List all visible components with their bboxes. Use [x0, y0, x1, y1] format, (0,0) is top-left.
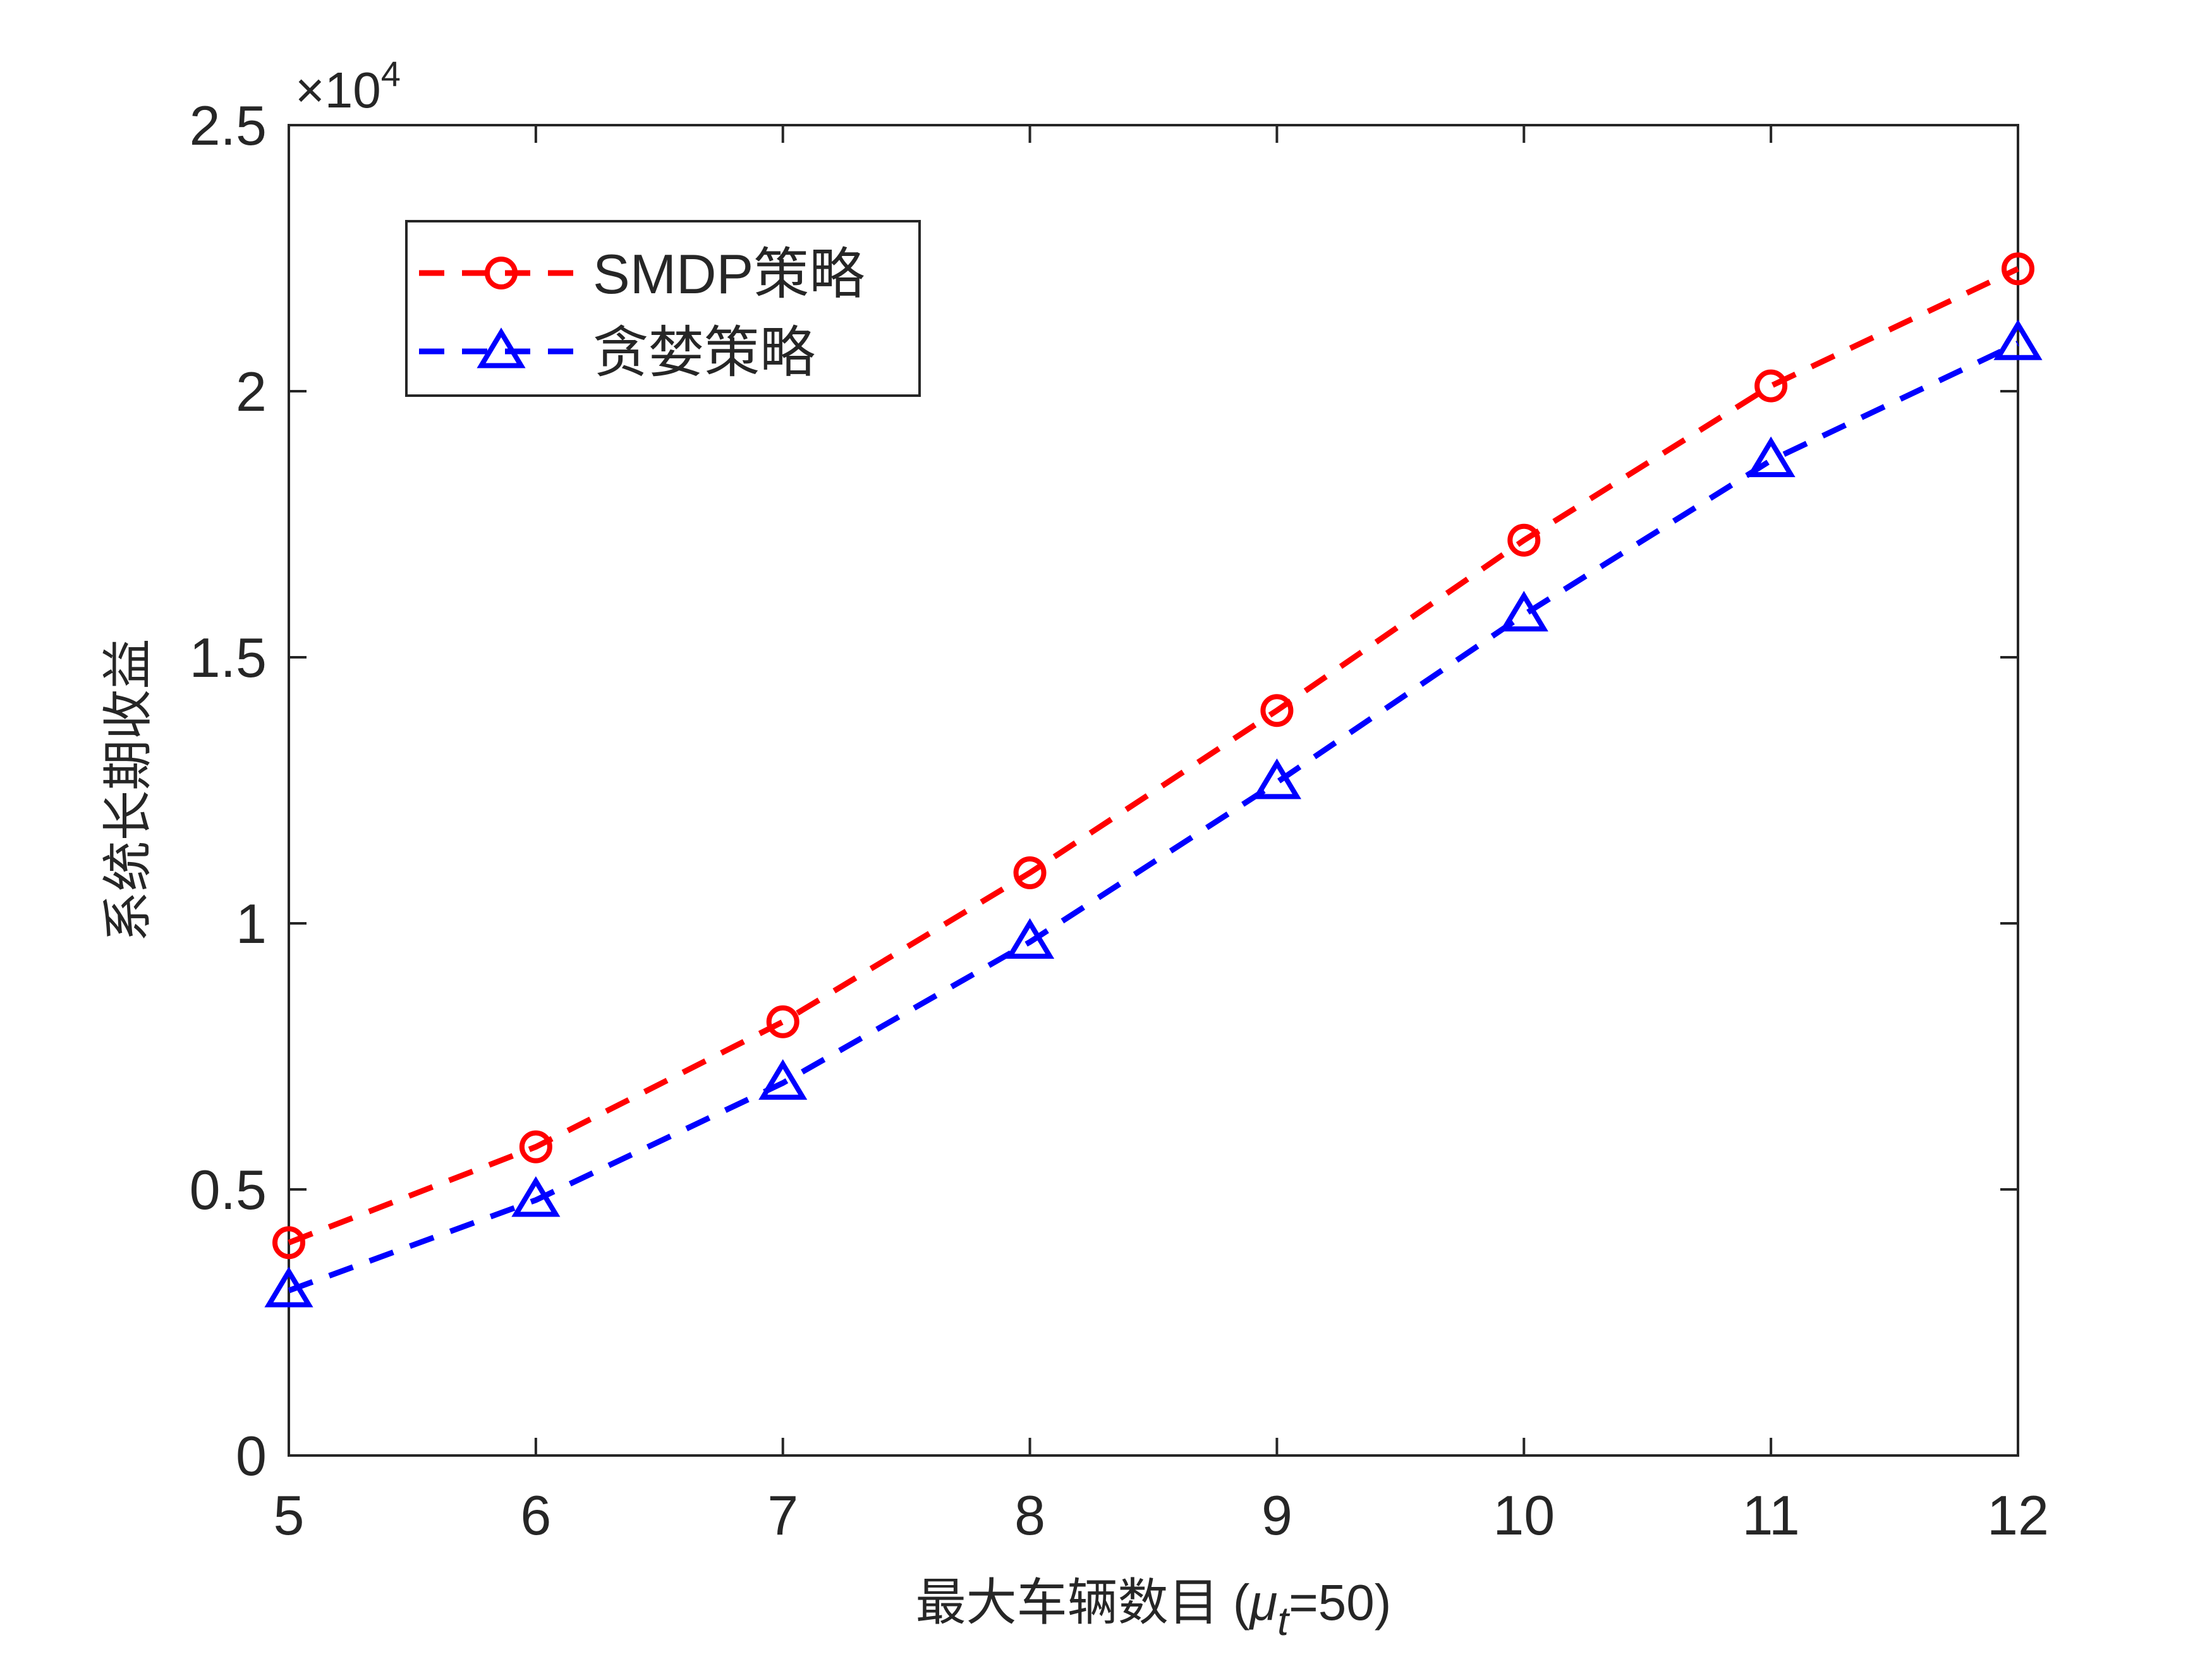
data-point	[519, 1130, 552, 1164]
data-point	[758, 1059, 808, 1100]
y-tick-label: 1	[236, 892, 267, 955]
y-tick-label: 2.5	[190, 94, 267, 157]
y-tick-label: 0.5	[190, 1158, 267, 1221]
series-layer	[264, 252, 2043, 1308]
legend-label: SMDP策略	[593, 243, 865, 305]
data-point	[1746, 436, 1796, 477]
x-tick-label: 7	[767, 1484, 798, 1547]
data-point	[1499, 590, 1548, 632]
series-line	[288, 266, 2019, 1246]
data-point	[1013, 856, 1047, 890]
y-tick-label: 1.5	[190, 626, 267, 689]
data-point	[2002, 252, 2034, 286]
data-point	[1006, 918, 1055, 959]
series-line	[288, 341, 2019, 1294]
legend-marker	[477, 327, 526, 368]
legend-label: 贪婪策略	[593, 321, 815, 384]
data-point	[1993, 319, 2043, 360]
y-axis-label: 系统长期收益	[100, 639, 156, 942]
x-tick-label: 6	[520, 1484, 551, 1547]
x-tick-label: 9	[1261, 1484, 1292, 1547]
x-axis-label: 最大车辆数目 (μt=50)	[916, 1574, 1392, 1644]
x-tick-label: 10	[1493, 1484, 1555, 1547]
x-tick-label: 5	[274, 1484, 305, 1547]
y-exponent-label: ×104	[295, 54, 401, 118]
data-point	[766, 1005, 799, 1038]
series-2	[264, 319, 2043, 1308]
data-point	[1507, 523, 1541, 557]
x-tick-label: 12	[1987, 1484, 2049, 1547]
x-tick-label: 11	[1742, 1484, 1799, 1547]
series-1	[272, 252, 2034, 1260]
legend-item: SMDP策略	[419, 243, 865, 305]
legend-item: 贪婪策略	[419, 321, 815, 384]
y-tick-label: 2	[236, 360, 267, 423]
data-point	[1252, 758, 1301, 799]
x-tick-label: 8	[1014, 1484, 1045, 1547]
data-point	[264, 1267, 313, 1308]
data-point	[1260, 694, 1294, 727]
legend-marker	[485, 257, 518, 289]
y-tick-label: 0	[236, 1425, 267, 1487]
ticks: 5 6 7 8 9 10 11 12 0 0.5 1 1.5 2 2.5	[190, 94, 2049, 1547]
data-point	[1754, 369, 1788, 403]
data-point	[511, 1176, 561, 1217]
data-point	[272, 1226, 305, 1260]
